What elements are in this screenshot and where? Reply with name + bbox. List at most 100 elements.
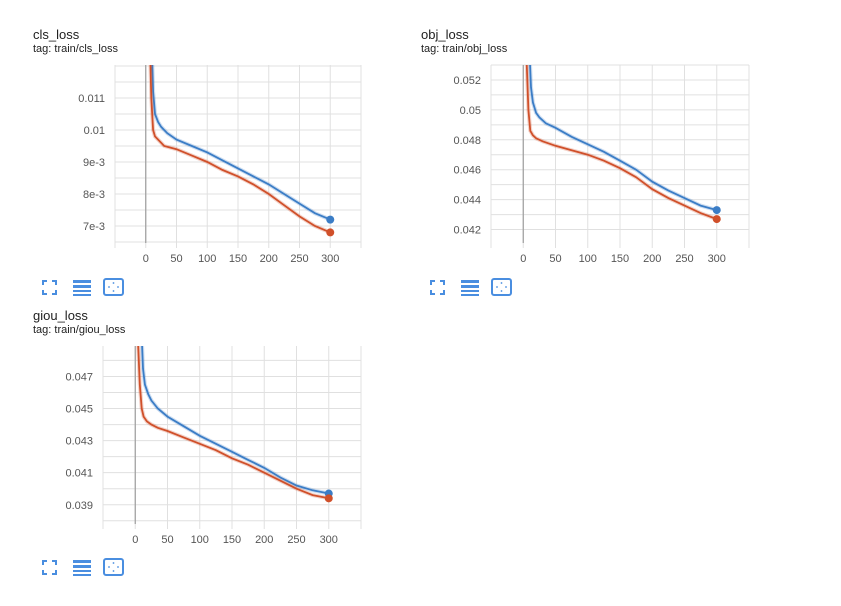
- series-line-blue: [151, 65, 331, 221]
- fit-domain-icon-dot: [496, 286, 498, 288]
- x-tick-label: 100: [191, 534, 209, 546]
- chart-title: giou_loss: [33, 308, 88, 323]
- fit-domain-icon-dot: [505, 286, 507, 288]
- list-icon-bar: [73, 560, 91, 563]
- series-line-red: [525, 65, 718, 220]
- x-tick-label: 100: [198, 253, 216, 265]
- list-icon-bar: [461, 285, 479, 288]
- list-icon-bar: [461, 294, 479, 296]
- list-icon-bar: [461, 290, 479, 292]
- y-tick-label: 0.01: [84, 125, 105, 137]
- fit-domain-icon[interactable]: [103, 558, 124, 576]
- series-line-blue: [529, 65, 718, 211]
- y-tick-label: 0.045: [65, 404, 93, 416]
- y-tick-label: 8e-3: [83, 189, 105, 201]
- chart-1: 0 50 100 150 200 250 300 0.052 0.05 0.048 0.046 0.0…: [430, 64, 750, 296]
- fullscreen-icon[interactable]: [42, 560, 57, 575]
- fullscreen-icon-corner: [440, 280, 445, 285]
- list-icon[interactable]: [461, 280, 479, 296]
- x-tick-label: 150: [229, 253, 247, 265]
- fit-domain-icon-dot: [117, 286, 119, 288]
- y-tick-label: 7e-3: [83, 221, 105, 233]
- list-icon[interactable]: [73, 280, 91, 296]
- series-line-red: [149, 65, 331, 234]
- y-tick-label: 0.041: [65, 468, 93, 480]
- list-icon-bar: [73, 285, 91, 288]
- list-icon-bar: [73, 294, 91, 296]
- x-tick-label: 300: [320, 534, 338, 546]
- fit-domain-icon-dot: [117, 566, 119, 568]
- chart-tag: tag: train/obj_loss: [421, 43, 508, 55]
- chart-card-cls-loss: cls_loss tag: train/cls_loss: [33, 27, 393, 307]
- fullscreen-icon[interactable]: [42, 280, 57, 295]
- fullscreen-icon-corner: [42, 280, 47, 285]
- x-tick-label: 300: [708, 253, 726, 265]
- y-tick-label: 0.047: [65, 371, 93, 383]
- chart-tag: tag: train/cls_loss: [33, 43, 118, 55]
- y-tick-label: 0.052: [453, 75, 481, 87]
- fit-domain-icon-frame: [491, 278, 512, 296]
- series-end-point: [326, 215, 335, 224]
- list-icon-bar: [73, 570, 91, 572]
- series-end-point: [712, 215, 721, 224]
- chart-title: cls_loss: [33, 27, 80, 42]
- list-icon-bar: [73, 565, 91, 568]
- y-tick-label: 0.048: [453, 135, 481, 147]
- y-tick-label: 0.043: [65, 436, 93, 448]
- fullscreen-icon-corner: [52, 560, 57, 565]
- fit-domain-icon[interactable]: [103, 278, 124, 296]
- fullscreen-icon-corner: [440, 290, 445, 295]
- x-tick-label: 50: [161, 534, 173, 546]
- y-tick-label: 0.05: [460, 105, 481, 117]
- chart-2: 0 50 100 150 200 250 300 0.047 0.045 0.043 0.041 0.…: [42, 346, 362, 576]
- list-icon-bar: [461, 280, 479, 283]
- fullscreen-icon-corner: [52, 290, 57, 295]
- x-tick-label: 0: [520, 253, 526, 265]
- x-tick-label: 250: [290, 253, 308, 265]
- fit-domain-icon[interactable]: [491, 278, 512, 296]
- y-tick-label: 0.046: [453, 165, 481, 177]
- y-tick-label: 0.039: [65, 500, 93, 512]
- chart-card-giou-loss: giou_loss tag: train/giou_loss: [33, 308, 393, 588]
- y-tick-label: 9e-3: [83, 157, 105, 169]
- series-end-point: [326, 228, 335, 237]
- fit-domain-icon-dot: [112, 570, 115, 572]
- fit-domain-icon-frame: [103, 278, 124, 296]
- y-tick-label: 0.044: [453, 195, 481, 207]
- x-tick-label: 200: [255, 534, 273, 546]
- chart-title: obj_loss: [421, 27, 469, 42]
- x-tick-label: 150: [611, 253, 629, 265]
- fit-domain-icon-dot: [112, 290, 115, 292]
- x-tick-label: 200: [260, 253, 278, 265]
- x-tick-label: 150: [223, 534, 241, 546]
- x-tick-label: 0: [132, 534, 138, 546]
- fullscreen-icon[interactable]: [430, 280, 445, 295]
- fit-domain-icon-dot: [108, 286, 110, 288]
- fit-domain-icon-dot: [108, 566, 110, 568]
- fit-domain-icon-frame: [103, 558, 124, 576]
- fit-domain-icon-dot: [500, 282, 503, 284]
- x-tick-label: 250: [287, 534, 305, 546]
- y-tick-label: 0.011: [78, 93, 105, 105]
- x-tick-label: 300: [321, 253, 339, 265]
- fullscreen-icon-corner: [52, 280, 57, 285]
- x-tick-label: 50: [549, 253, 561, 265]
- x-tick-label: 50: [170, 253, 182, 265]
- series-end-point: [712, 206, 721, 215]
- fullscreen-icon-corner: [430, 280, 435, 285]
- x-tick-label: 250: [675, 253, 693, 265]
- list-icon-bar: [73, 280, 91, 283]
- x-tick-label: 0: [143, 253, 149, 265]
- list-icon[interactable]: [73, 560, 91, 576]
- chart-tag: tag: train/giou_loss: [33, 324, 126, 336]
- fit-domain-icon-dot: [500, 290, 503, 292]
- list-icon-bar: [73, 290, 91, 292]
- list-icon-bar: [73, 574, 91, 576]
- fullscreen-icon-corner: [42, 560, 47, 565]
- fullscreen-icon-corner: [42, 290, 47, 295]
- chart-0: 0 50 100 150 200 250 300 0.011 0.01 9e-3 8e-3 7e-3: [42, 65, 362, 296]
- series-end-point: [324, 494, 333, 503]
- x-tick-label: 100: [579, 253, 597, 265]
- fullscreen-icon-corner: [430, 290, 435, 295]
